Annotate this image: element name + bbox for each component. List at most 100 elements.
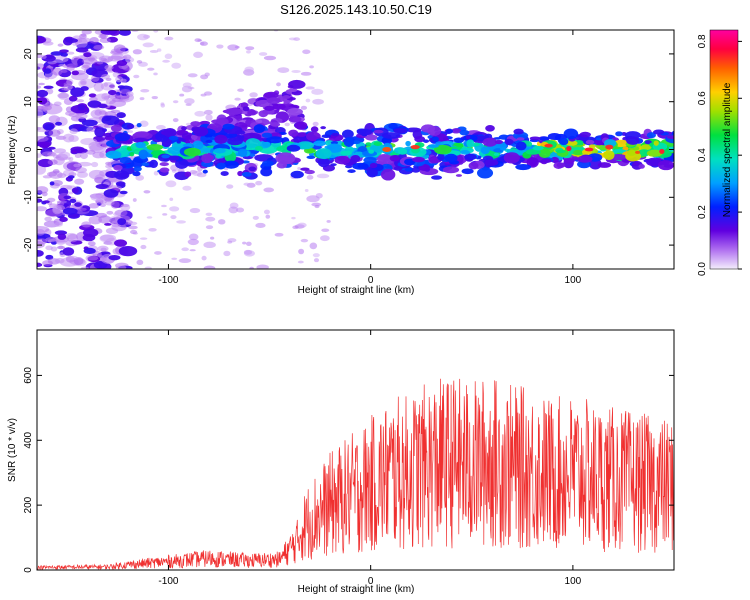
spectrogram-blob (183, 147, 201, 157)
spectrogram-blob (176, 220, 186, 224)
spectrogram-blob (321, 134, 331, 139)
spectrogram-blob (503, 152, 520, 164)
spectrogram-blob (653, 140, 659, 146)
spectrogram-blob (214, 134, 228, 145)
x-tick-label: 0 (368, 576, 374, 587)
spectrogram-blob (119, 190, 128, 195)
spectrogram-blob (132, 171, 141, 177)
spectrogram-blob (247, 109, 256, 116)
spectrogram-blob (484, 159, 499, 166)
spectrogram-blob (104, 222, 112, 226)
spectrogram-blob (83, 247, 96, 254)
spectrogram-blob (227, 44, 239, 51)
spectrogram-blob (187, 86, 194, 89)
spectrogram-blob (466, 139, 475, 148)
spectrogram-blob (624, 131, 641, 140)
spectrogram-blob (45, 245, 53, 251)
spectrogram-y-ticks: -20 -10 0 10 20 (23, 48, 674, 252)
spectrogram-blob (326, 219, 331, 223)
spectrogram-blob (646, 149, 663, 157)
spectrogram-blob (101, 115, 120, 126)
spectrogram-blob (563, 158, 575, 164)
spectrogram-blob (47, 159, 58, 166)
spectrogram-blob (96, 61, 104, 65)
spectrogram-blob (210, 236, 215, 240)
spectrogram-blob (37, 249, 44, 257)
spectrogram-blob (187, 73, 198, 78)
spectrogram-blob (47, 146, 56, 150)
spectrogram-blob (288, 37, 297, 41)
spectrogram-blob (41, 151, 56, 157)
spectrogram-blob (579, 131, 591, 138)
spectrogram-blob (275, 152, 296, 165)
spectrogram-blob (44, 216, 52, 222)
spectrogram-blob (223, 160, 239, 169)
spectrogram-blob (228, 206, 239, 214)
spectrogram-blob (263, 187, 275, 193)
spectrogram-blob (57, 92, 69, 99)
x-tick-label: 100 (565, 275, 582, 286)
spectrogram-blob (637, 149, 651, 157)
spectrogram-blob (644, 140, 652, 145)
spectrogram-blob (300, 71, 312, 76)
spectrogram-blob (164, 53, 173, 60)
spectrogram-blob (160, 102, 165, 106)
spectrogram-blob (235, 207, 245, 213)
spectrogram-blob (573, 149, 583, 156)
spectrogram-blob (504, 138, 514, 145)
spectrogram-blob (369, 162, 378, 169)
spectrogram-blob (78, 207, 87, 211)
spectrogram-blob (482, 137, 498, 147)
spectrogram-blob (288, 116, 302, 123)
spectrogram-blob (237, 148, 248, 158)
spectrogram-blob (126, 123, 135, 130)
spectrogram-blob (76, 99, 85, 103)
spectrogram-blob (204, 134, 213, 138)
spectrogram-blob (67, 233, 79, 243)
spectrogram-blob (90, 194, 106, 202)
spectrogram-blob (437, 153, 445, 161)
spectrogram-blob (81, 221, 92, 228)
spectrogram-blob (110, 124, 122, 132)
spectrogram-blob (187, 238, 199, 246)
spectrogram-blob (270, 122, 281, 127)
spectrogram-blob (369, 144, 386, 153)
spectrogram-blob (37, 85, 42, 89)
spectrogram-blob (65, 255, 79, 261)
spectrogram-blob (597, 162, 612, 168)
spectrogram-blob (151, 95, 159, 100)
spectrogram-blob (146, 144, 164, 151)
spectrogram-blob (265, 214, 271, 219)
spectrogram-blob (241, 171, 252, 177)
spectrogram-blob (563, 128, 579, 140)
spectrogram-blob (171, 257, 178, 260)
spectrogram-blob (81, 266, 89, 269)
spectrogram-blob (296, 141, 315, 150)
spectrogram-blob (529, 136, 541, 141)
spectrogram-blob (98, 34, 107, 39)
chart-title: S126.2025.143.10.50.C19 (280, 2, 432, 17)
spectrogram-blob (461, 168, 474, 175)
spectrogram-blob (242, 241, 247, 245)
spectrogram-blob (116, 60, 128, 66)
spectrogram-blob (57, 173, 67, 179)
y-tick-label: 400 (23, 431, 34, 448)
spectrogram-blob (71, 70, 80, 76)
spectrogram-blob (120, 95, 130, 101)
spectrogram-blob (304, 188, 309, 192)
spectrogram-blob (366, 168, 378, 178)
spectrogram-blob (58, 151, 71, 159)
spectrogram-blob (290, 170, 304, 179)
spectrogram-blob (98, 55, 113, 63)
spectrogram-blob (298, 248, 305, 255)
spectrogram-blob (100, 234, 117, 242)
spectrogram-blob (176, 140, 181, 144)
spectrogram-blob (566, 145, 572, 152)
spectrogram-blob (615, 131, 623, 137)
spectrogram-blob (37, 126, 41, 131)
spectrogram-blob (283, 99, 289, 105)
spectrogram-blob (59, 49, 69, 53)
spectrogram-blob (414, 135, 426, 143)
spectrogram-blob (200, 93, 207, 97)
